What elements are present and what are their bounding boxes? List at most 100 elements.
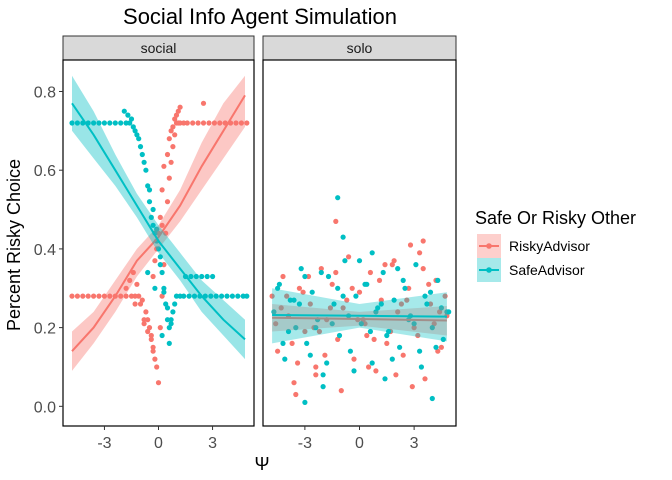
data-point (325, 273, 332, 280)
data-point (320, 372, 326, 378)
data-point (148, 332, 154, 339)
data-point (402, 285, 408, 291)
data-point (154, 226, 160, 232)
data-point (333, 218, 339, 224)
data-point (123, 293, 129, 299)
data-point (406, 285, 412, 291)
data-point (305, 273, 312, 280)
data-point (96, 120, 102, 126)
data-point (435, 277, 441, 283)
data-point (397, 344, 403, 350)
data-point (418, 364, 424, 370)
data-point (309, 289, 315, 295)
data-point (173, 112, 180, 118)
data-point (313, 364, 319, 370)
data-point (177, 293, 183, 299)
x-axis-title: Ψ (254, 454, 269, 474)
data-point (152, 285, 158, 291)
data-point (213, 293, 219, 299)
legend-title: Safe Or Risky Other (475, 208, 636, 228)
y-tick-label: 0.4 (34, 242, 56, 259)
data-point (378, 301, 384, 307)
data-point (269, 293, 275, 299)
data-point (384, 340, 390, 346)
data-point (127, 277, 133, 283)
data-point (101, 293, 107, 299)
data-point (121, 108, 127, 114)
data-point (188, 273, 194, 280)
data-point (166, 325, 172, 331)
fit-line (272, 316, 447, 322)
data-point (168, 317, 174, 323)
data-point (302, 399, 308, 405)
data-point (367, 328, 373, 335)
data-point (373, 309, 379, 315)
data-point (422, 293, 428, 299)
data-point (139, 297, 145, 303)
data-point (172, 301, 178, 307)
data-point (347, 348, 353, 354)
data-point (150, 206, 156, 213)
data-point (296, 285, 302, 291)
data-point (74, 120, 80, 126)
data-point (280, 340, 286, 346)
data-point (155, 380, 162, 386)
data-point (318, 266, 324, 272)
strip-solo (262, 35, 457, 61)
data-point (291, 380, 297, 386)
panel-social (63, 60, 254, 426)
data-point (298, 266, 304, 272)
data-point (293, 325, 299, 331)
x-axis: -3 0 3 -3 0 3 (97, 426, 419, 452)
data-point (358, 321, 364, 327)
data-point (324, 360, 330, 366)
legend-item: RiskyAdvisor (477, 234, 590, 258)
data-point (367, 269, 373, 276)
data-point (327, 305, 333, 311)
data-point (164, 317, 171, 323)
data-point (335, 336, 341, 342)
data-point (420, 266, 426, 272)
data-point (186, 293, 192, 299)
data-point (302, 273, 308, 280)
data-point (143, 167, 149, 173)
data-point (362, 281, 368, 287)
data-point (163, 301, 169, 307)
data-point (389, 262, 395, 268)
data-point (444, 309, 450, 315)
data-point (391, 258, 397, 264)
data-point (435, 348, 441, 354)
data-point (170, 309, 176, 315)
data-point (289, 340, 295, 346)
data-point (168, 159, 174, 165)
data-point (349, 285, 355, 291)
data-point (74, 293, 80, 299)
data-point (146, 187, 153, 193)
data-point (168, 321, 174, 327)
data-point (134, 132, 140, 138)
y-axis: 0.0 0.2 0.4 0.6 0.8 (34, 84, 63, 416)
data-point (172, 132, 178, 138)
legend-label: SafeAdvisor (509, 262, 585, 278)
data-point (353, 293, 359, 299)
data-point (219, 293, 225, 299)
data-point (320, 384, 326, 390)
x-tick-label: -3 (298, 435, 312, 452)
data-point (235, 293, 241, 299)
data-point (307, 301, 313, 307)
data-point (139, 151, 145, 158)
data-point (128, 116, 135, 122)
fit-line (272, 314, 447, 318)
data-point (145, 183, 151, 189)
data-point (164, 151, 171, 158)
data-point (96, 293, 102, 299)
data-point (163, 230, 169, 236)
data-point (393, 372, 399, 378)
data-point (69, 120, 75, 126)
legend-key-point (486, 243, 492, 249)
data-point (395, 309, 401, 315)
data-point (184, 120, 190, 126)
data-point (329, 281, 335, 287)
data-point (386, 328, 392, 335)
